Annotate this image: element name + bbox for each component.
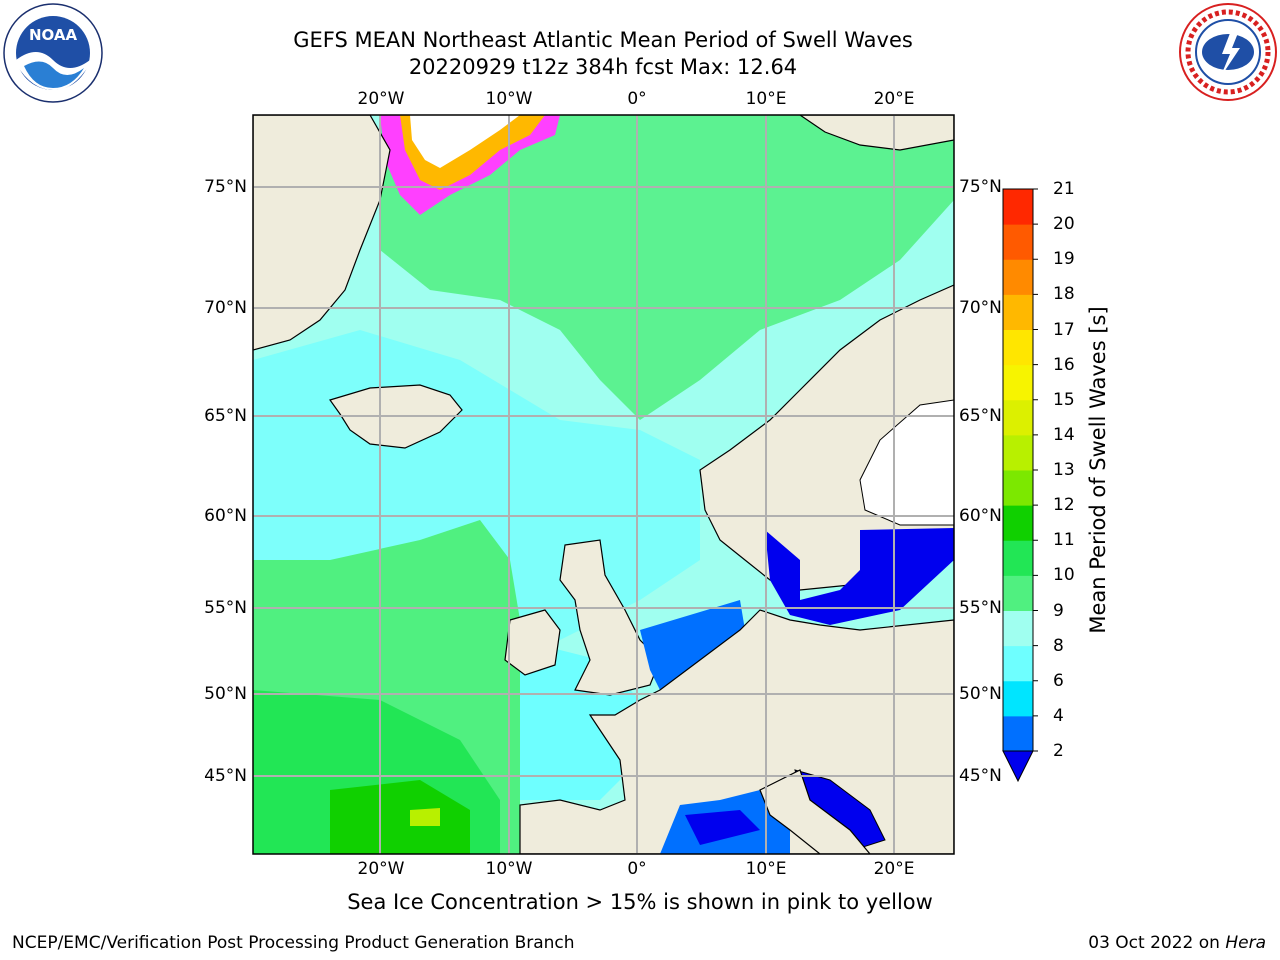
lon-tick-bottom-0: 0° — [627, 859, 647, 879]
lon-tick-bottom-10e: 10°E — [745, 859, 787, 879]
lon-tick-top-20e: 20°E — [873, 89, 915, 109]
lat-tick-left-50n: 50°N — [204, 684, 247, 704]
map-frame — [252, 114, 955, 855]
land-ireland — [504, 609, 561, 676]
lat-tick-right-75n: 75°N — [959, 177, 1002, 197]
colorbar-tick-label: 18 — [1053, 284, 1075, 305]
colorbar-tick-label: 11 — [1053, 530, 1075, 551]
colorbar-tick-label: 15 — [1053, 389, 1075, 410]
colorbar-segments — [1003, 189, 1033, 752]
noaa-logo-text: NOAA — [29, 26, 78, 44]
lon-tick-top-10w: 10°W — [485, 89, 533, 109]
colorbar-tick-label: 20 — [1053, 214, 1075, 235]
lat-tick-right-60n: 60°N — [959, 506, 1002, 526]
lon-tick-bottom-20w: 20°W — [357, 859, 405, 879]
colorbar-tick-label: 8 — [1053, 635, 1064, 656]
lat-tick-right-45n: 45°N — [959, 766, 1002, 786]
lat-tick-left-65n: 65°N — [204, 406, 247, 426]
colorbar-tick-label: 19 — [1053, 249, 1075, 270]
lat-tick-right-55n: 55°N — [959, 598, 1002, 618]
colorbar — [1002, 188, 1038, 783]
colorbar-segment — [1003, 224, 1033, 260]
sea-ice-core — [410, 115, 520, 168]
north-sea-low-period — [640, 600, 745, 690]
lon-tick-top-10e: 10°E — [745, 89, 787, 109]
nws-logo — [1179, 3, 1277, 101]
map-title-line1: GEFS MEAN Northeast Atlantic Mean Period… — [293, 28, 913, 52]
credit-text: NCEP/EMC/Verification Post Processing Pr… — [12, 933, 575, 953]
colorbar-segment — [1003, 645, 1033, 682]
colorbar-segment — [1003, 680, 1033, 717]
colorbar-segment — [1003, 434, 1033, 471]
lon-tick-top-20w: 20°W — [357, 89, 405, 109]
lat-tick-left-70n: 70°N — [204, 298, 247, 318]
lat-tick-left-45n: 45°N — [204, 766, 247, 786]
colorbar-tick-label: 4 — [1053, 705, 1064, 726]
land-italy — [759, 769, 871, 854]
machine-name: Hera — [1225, 933, 1266, 953]
colorbar-tick-label: 2 — [1053, 741, 1064, 761]
colorbar-segment — [1003, 399, 1033, 436]
colorbar-tick-label: 17 — [1053, 319, 1075, 340]
colorbar-segment — [1003, 259, 1033, 295]
baltic-low-period — [765, 528, 954, 625]
colorbar-segment — [1003, 364, 1033, 401]
colorbar-segment — [1003, 189, 1033, 225]
gulf-of-bothnia — [859, 399, 954, 526]
lat-tick-right-50n: 50°N — [959, 684, 1002, 704]
land-great-britain — [559, 539, 661, 696]
colorbar-segment — [1003, 540, 1033, 576]
swell-field-peak — [410, 808, 440, 826]
colorbar-segment — [1003, 505, 1033, 541]
lon-tick-bottom-10w: 10°W — [485, 859, 533, 879]
map-title-line2: 20220929 t12z 384h fcst Max: 12.64 — [408, 55, 798, 79]
sea-ice-note: Sea Ice Concentration > 15% is shown in … — [347, 890, 933, 914]
colorbar-segment — [1003, 470, 1033, 506]
colorbar-tick-label: 12 — [1053, 495, 1075, 516]
colorbar-segment — [1003, 715, 1033, 752]
colorbar-tick-label: 10 — [1053, 565, 1075, 586]
noaa-logo: NOAA — [3, 3, 103, 103]
colorbar-tick-label: 14 — [1053, 424, 1075, 445]
colorbar-segment — [1003, 294, 1033, 330]
lon-tick-bottom-20e: 20°E — [873, 859, 915, 879]
colorbar-segment — [1003, 575, 1033, 611]
lon-tick-top-0: 0° — [627, 89, 647, 109]
mediterranean-low-period — [685, 810, 760, 845]
colorbar-segment — [1003, 610, 1033, 647]
run-date: 03 Oct 2022 on Hera — [1088, 933, 1266, 953]
colorbar-tick-label: 13 — [1053, 460, 1075, 480]
colorbar-tick-label: 16 — [1053, 354, 1075, 375]
graticule — [253, 115, 954, 854]
lat-tick-left-75n: 75°N — [204, 177, 247, 197]
colorbar-tick-label: 9 — [1053, 600, 1064, 621]
colorbar-title: Mean Period of Swell Waves [s] — [1086, 306, 1110, 634]
land-svalbard — [798, 115, 954, 151]
colorbar-tick-label: 6 — [1053, 670, 1064, 691]
swell-field-north-green — [380, 115, 954, 420]
lat-tick-left-60n: 60°N — [204, 506, 247, 526]
lat-tick-right-65n: 65°N — [959, 406, 1002, 426]
swell-field-max-period — [330, 780, 470, 854]
lat-tick-left-55n: 55°N — [204, 598, 247, 618]
colorbar-extend-triangle — [1002, 750, 1034, 783]
colorbar-ticks — [1033, 188, 1038, 752]
colorbar-tick-label: 21 — [1053, 179, 1075, 199]
lat-tick-right-70n: 70°N — [959, 298, 1002, 318]
run-date-text: 03 Oct 2022 on — [1088, 933, 1226, 953]
colorbar-segment — [1003, 329, 1033, 366]
